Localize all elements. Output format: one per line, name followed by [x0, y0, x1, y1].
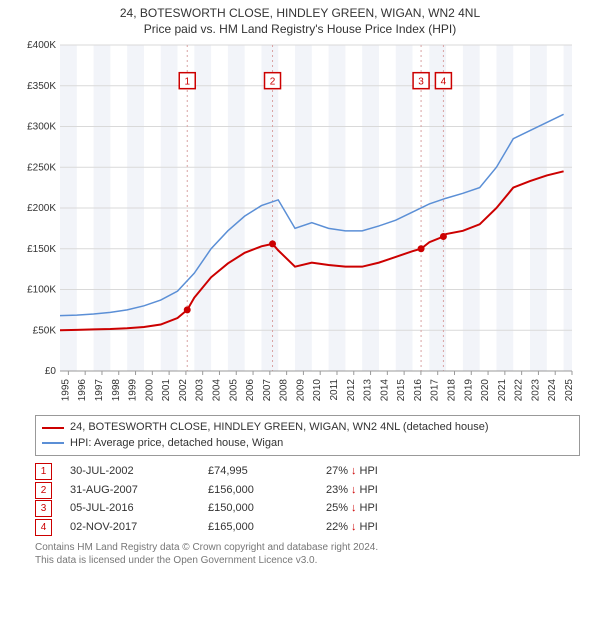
svg-text:2009: 2009 — [295, 379, 306, 402]
svg-text:4: 4 — [441, 77, 447, 88]
svg-text:1998: 1998 — [111, 379, 122, 402]
svg-text:2021: 2021 — [497, 379, 508, 402]
svg-text:2010: 2010 — [312, 379, 323, 402]
svg-text:2020: 2020 — [480, 379, 491, 402]
legend-swatch — [42, 427, 64, 429]
chart-svg: £0 £50K £100K £150K £200K £250K £300K £350K £400… — [20, 41, 580, 411]
sale-marker: 1 — [35, 463, 52, 480]
sale-pct: 25% ↓ HPI — [326, 499, 378, 518]
legend-row: HPI: Average price, detached house, Wiga… — [42, 436, 573, 451]
svg-text:£50K: £50K — [33, 325, 57, 336]
sale-date: 31-AUG-2007 — [70, 481, 190, 500]
svg-text:2017: 2017 — [430, 379, 441, 402]
sale-date: 05-JUL-2016 — [70, 499, 190, 518]
svg-text:£400K: £400K — [27, 41, 56, 51]
svg-text:£200K: £200K — [27, 203, 56, 214]
svg-text:2015: 2015 — [396, 379, 407, 402]
svg-text:2022: 2022 — [514, 379, 525, 402]
footer-line2: This data is licensed under the Open Gov… — [35, 554, 580, 567]
legend-label: HPI: Average price, detached house, Wiga… — [70, 436, 283, 451]
sale-price: £156,000 — [208, 481, 308, 500]
svg-text:3: 3 — [418, 77, 424, 88]
svg-text:2019: 2019 — [463, 379, 474, 402]
sale-pct: 23% ↓ HPI — [326, 481, 378, 500]
sale-marker: 2 — [35, 482, 52, 499]
sale-pct: 22% ↓ HPI — [326, 518, 378, 537]
svg-text:2003: 2003 — [195, 379, 206, 402]
svg-text:2012: 2012 — [346, 379, 357, 402]
svg-text:1: 1 — [184, 77, 190, 88]
svg-text:£100K: £100K — [27, 285, 56, 296]
svg-text:£250K: £250K — [27, 162, 56, 173]
chart-area: £0 £50K £100K £150K £200K £250K £300K £350K £400… — [20, 41, 580, 411]
svg-text:2004: 2004 — [211, 379, 222, 402]
sale-marker: 3 — [35, 500, 52, 517]
svg-text:£300K: £300K — [27, 122, 56, 133]
svg-text:2014: 2014 — [379, 379, 390, 402]
svg-text:2007: 2007 — [262, 379, 273, 402]
svg-text:£150K: £150K — [27, 244, 56, 255]
svg-text:1999: 1999 — [128, 379, 139, 402]
sale-row: 2 31-AUG-2007 £156,000 23% ↓ HPI — [35, 481, 580, 500]
sale-price: £165,000 — [208, 518, 308, 537]
svg-text:£350K: £350K — [27, 81, 56, 92]
svg-text:2005: 2005 — [228, 379, 239, 402]
footer: Contains HM Land Registry data © Crown c… — [35, 541, 580, 567]
legend-swatch — [42, 442, 64, 444]
sales-table: 1 30-JUL-2002 £74,995 27% ↓ HPI 2 31-AUG-2007… — [35, 462, 580, 537]
svg-text:2016: 2016 — [413, 379, 424, 402]
title-line2: Price paid vs. HM Land Registry's House … — [0, 22, 600, 38]
sale-date: 02-NOV-2017 — [70, 518, 190, 537]
svg-text:2006: 2006 — [245, 379, 256, 402]
svg-text:2000: 2000 — [144, 379, 155, 402]
svg-text:1995: 1995 — [60, 379, 71, 402]
svg-text:£0: £0 — [45, 366, 57, 377]
svg-text:1996: 1996 — [77, 379, 88, 402]
svg-text:2023: 2023 — [530, 379, 541, 402]
svg-text:1997: 1997 — [94, 379, 105, 402]
svg-text:2025: 2025 — [564, 379, 575, 402]
chart-title: 24, BOTESWORTH CLOSE, HINDLEY GREEN, WIG… — [0, 0, 600, 41]
sale-row: 3 05-JUL-2016 £150,000 25% ↓ HPI — [35, 499, 580, 518]
svg-text:2008: 2008 — [279, 379, 290, 402]
title-line1: 24, BOTESWORTH CLOSE, HINDLEY GREEN, WIG… — [0, 6, 600, 22]
svg-text:2024: 2024 — [547, 379, 558, 402]
svg-text:2018: 2018 — [446, 379, 457, 402]
sale-row: 1 30-JUL-2002 £74,995 27% ↓ HPI — [35, 462, 580, 481]
legend: 24, BOTESWORTH CLOSE, HINDLEY GREEN, WIG… — [35, 415, 580, 456]
svg-text:2: 2 — [270, 77, 276, 88]
sale-date: 30-JUL-2002 — [70, 462, 190, 481]
svg-text:2013: 2013 — [363, 379, 374, 402]
svg-text:2002: 2002 — [178, 379, 189, 402]
legend-label: 24, BOTESWORTH CLOSE, HINDLEY GREEN, WIG… — [70, 420, 489, 435]
sale-price: £74,995 — [208, 462, 308, 481]
sale-row: 4 02-NOV-2017 £165,000 22% ↓ HPI — [35, 518, 580, 537]
svg-text:2011: 2011 — [329, 379, 340, 401]
sale-marker: 4 — [35, 519, 52, 536]
svg-text:2001: 2001 — [161, 379, 172, 402]
legend-row: 24, BOTESWORTH CLOSE, HINDLEY GREEN, WIG… — [42, 420, 573, 435]
sale-pct: 27% ↓ HPI — [326, 462, 378, 481]
sale-price: £150,000 — [208, 499, 308, 518]
footer-line1: Contains HM Land Registry data © Crown c… — [35, 541, 580, 554]
